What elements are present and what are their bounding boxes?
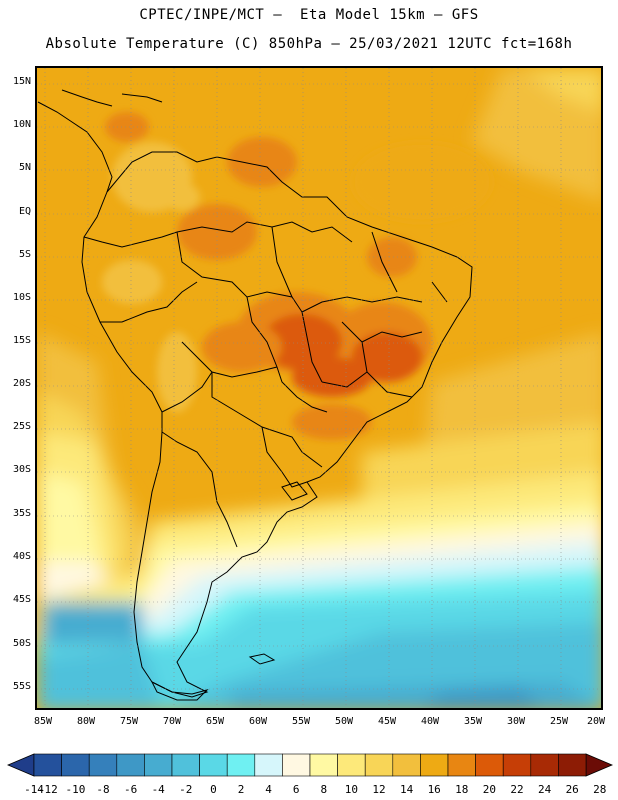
colorbar-tick-label: 2 — [237, 783, 245, 796]
colorbar-tick-label: 0 — [210, 783, 217, 796]
lat-label: 15S — [12, 335, 31, 346]
colorbar-tick-label: 8 — [320, 783, 328, 796]
lon-label: 85W — [33, 716, 53, 727]
lat-label: 55S — [12, 681, 31, 692]
lat-label: 25S — [12, 421, 31, 432]
colorbar-tick-label: -10 — [65, 783, 86, 796]
lat-label: 30S — [12, 464, 31, 475]
colorbar-tick-label: 28 — [593, 783, 607, 796]
colorbar-tick-label: 6 — [292, 783, 300, 796]
colorbar-cell — [61, 753, 90, 777]
colorbar-cell — [558, 753, 587, 777]
lon-label: 30W — [506, 716, 526, 727]
temperature-map — [37, 68, 601, 708]
colorbar-tick-label: -12 — [37, 783, 58, 796]
colorbar-tick-label: 24 — [537, 783, 552, 796]
lon-label: 70W — [162, 716, 182, 727]
colorbar-tick-label: -4 — [151, 783, 165, 796]
lon-label: 20W — [586, 716, 606, 727]
colorbar-cell — [282, 753, 311, 777]
colorbar-tick-label: 18 — [455, 783, 469, 796]
colorbar-cell — [199, 753, 228, 777]
lat-label: 10N — [12, 119, 31, 130]
colorbar-cell — [447, 753, 476, 777]
colorbar-under-arrow — [6, 753, 35, 777]
colorbar-cell — [309, 753, 338, 777]
colorbar-tick-label: 20 — [482, 783, 497, 796]
colorbar-tick-label: 10 — [344, 783, 359, 796]
colorbar-cell — [475, 753, 504, 777]
lon-label: 50W — [334, 716, 354, 727]
colorbar-cell — [226, 753, 256, 777]
colorbar-tick-label: 14 — [399, 783, 414, 796]
lon-label: 45W — [377, 716, 397, 727]
colorbar-tick-label: 22 — [510, 783, 524, 796]
colorbar-over-arrow — [585, 753, 614, 777]
lat-label: 20S — [12, 378, 31, 389]
colorbar-cell — [337, 753, 366, 777]
warm-cores — [102, 112, 492, 440]
lon-label: 80W — [76, 716, 96, 727]
lat-label: 5S — [18, 249, 31, 260]
colorbar-tick-label: -2 — [179, 783, 193, 796]
lon-label: 60W — [248, 716, 268, 727]
colorbar — [6, 753, 614, 777]
lat-label: 40S — [12, 551, 31, 562]
colorbar-cell — [364, 753, 394, 777]
colorbar-cell — [144, 753, 173, 777]
lat-label: 10S — [12, 292, 31, 303]
colorbar-tick-label: -6 — [123, 783, 138, 796]
colorbar-cell — [116, 753, 145, 777]
colorbar-tick-label: 26 — [565, 783, 579, 796]
title-line-2: Absolute Temperature (C) 850hPa – 25/03/… — [45, 36, 573, 52]
colorbar-tick-label: 4 — [265, 783, 272, 796]
lat-label: 35S — [12, 508, 31, 519]
colorbar-cell — [502, 753, 532, 777]
lon-label: 40W — [420, 716, 440, 727]
lon-label: 25W — [549, 716, 569, 727]
title-line-1: CPTEC/INPE/MCT – Eta Model 15km – GFS — [139, 7, 479, 23]
lat-label: 5N — [18, 162, 31, 173]
lon-label: 75W — [119, 716, 139, 727]
lat-label: 50S — [12, 638, 31, 649]
temperature-field — [37, 68, 601, 708]
colorbar-cell — [171, 753, 200, 777]
colorbar-cell — [392, 753, 421, 777]
colorbar-tick-label: -14 — [24, 783, 44, 796]
colorbar-tick-label: -8 — [96, 783, 110, 796]
lat-label: 15N — [12, 76, 31, 87]
graticule — [37, 68, 601, 708]
lon-label: 35W — [463, 716, 483, 727]
colorbar-tick-label: 16 — [427, 783, 441, 796]
lat-label: 45S — [12, 594, 31, 605]
colorbar-cell — [254, 753, 283, 777]
lat-label: EQ — [18, 206, 31, 217]
colorbar-cell — [88, 753, 118, 777]
map-frame — [35, 66, 603, 710]
lon-label: 65W — [205, 716, 225, 727]
colorbar-cell — [530, 753, 559, 777]
colorbar-cell — [33, 753, 62, 777]
lon-label: 55W — [291, 716, 311, 727]
coastlines — [37, 89, 473, 701]
colorbar-tick-label: 12 — [372, 783, 386, 796]
colorbar-cell — [420, 753, 449, 777]
